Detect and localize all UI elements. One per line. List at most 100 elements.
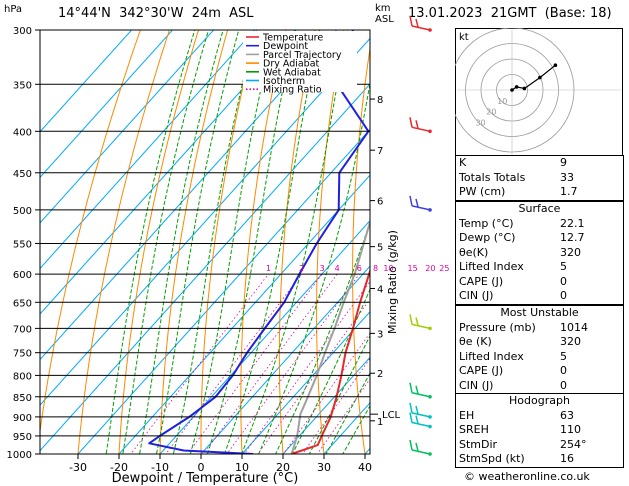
surface-row: Dewp (°C) 12.7 (456, 231, 623, 246)
pw-label: PW (cm) (459, 185, 506, 198)
most-unstable-label: Lifted Index (459, 349, 524, 363)
mixing-ratio-line (203, 273, 338, 454)
hodograph-ring-label: 30 (475, 119, 485, 128)
pressure-tick-label: 450 (13, 169, 32, 180)
wet-adiabat-line (105, 30, 196, 454)
hodograph-stat-value: 110 (560, 423, 581, 436)
legend-label: Wet Adiabat (263, 67, 321, 78)
dry-adiabat-line (421, 18, 451, 471)
hodograph-point (514, 85, 519, 89)
mixing-ratio-line (316, 378, 370, 454)
isotherm-line (40, 83, 370, 452)
most-unstable-value: 1014 (560, 320, 588, 334)
hodograph-box-title: Hodograph (509, 394, 570, 407)
hodograph-stat-label: EH (459, 408, 475, 422)
isotherm-line (118, 174, 370, 454)
most-unstable-label: θe (K) (459, 335, 492, 348)
isotherm-line (40, 30, 133, 133)
surface-value: 22.1 (560, 216, 585, 230)
km-label: km (375, 3, 391, 14)
mixing-ratio-label: 10 (383, 264, 393, 273)
mixing-ratio-label: 25 (439, 264, 449, 273)
km-tick-label: 7 (377, 146, 383, 157)
surface-value: 320 (560, 245, 581, 259)
lcl-label: LCL (382, 410, 401, 421)
pressure-tick-label: 650 (13, 298, 32, 309)
wet-adiabat-line (139, 30, 224, 454)
x-tick-label: -20 (110, 461, 128, 474)
mixing-ratio-line (283, 332, 370, 454)
most-unstable-row: Pressure (mb) 1014 (456, 321, 623, 336)
x-tick-label: 30 (317, 461, 331, 474)
wet-adiabat-line (189, 30, 276, 454)
isotherm-line (77, 128, 370, 454)
mixing-ratio-label: 15 (408, 264, 418, 273)
wet-adiabat-line (325, 371, 370, 454)
wet-adiabat-line (122, 30, 210, 454)
mixing-ratio-line (130, 273, 269, 454)
location-title: 14°44'N 342°30'W 24m ASL (58, 6, 254, 21)
mixing-ratio-label: 1 (266, 264, 271, 273)
mixing-ratio-line (301, 357, 370, 454)
km-tick-label: 1 (377, 417, 383, 428)
hodograph-stat-label: SREH (459, 423, 489, 436)
most-unstable-label: CIN (J) (459, 378, 494, 392)
pressure-tick-label: 900 (13, 413, 32, 424)
datetime-title: 13.01.2023 21GMT (Base: 18) (408, 6, 612, 21)
most-unstable-row: CIN (J) 0 (456, 379, 623, 394)
legend-label: Temperature (262, 33, 323, 44)
wet-adiabat-line (275, 220, 370, 454)
wet-adiabat-line (155, 30, 240, 454)
surface-label: Lifted Index (459, 260, 524, 273)
pressure-tick-label: 350 (13, 80, 32, 91)
pressure-tick-label: 500 (13, 206, 32, 217)
legend-background (243, 31, 357, 92)
isotherm-line (40, 30, 297, 315)
surface-row: θe(K) 320 (456, 246, 623, 261)
hodograph-point (553, 63, 558, 67)
surface-row: Temp (°C) 22.1 (456, 217, 623, 232)
dry-adiabat-line (278, 30, 316, 454)
hodograph-stat-label: StmSpd (kt) (459, 452, 525, 465)
mixing-ratio-label: 2 (299, 264, 304, 273)
pressure-tick-label: 950 (13, 432, 32, 443)
hodograph-ring-label: 10 (497, 97, 507, 106)
mixing-ratio-line (257, 298, 370, 454)
pw-row: PW (cm) 1.7 (456, 185, 623, 200)
hodograph-stat-row: StmDir 254° (456, 438, 623, 453)
dry-adiabat-line (200, 30, 258, 454)
totals-row: Totals Totals 33 (456, 171, 623, 186)
totals-value: 33 (560, 170, 574, 184)
pressure-tick-label: 700 (13, 324, 32, 335)
x-tick-label: -10 (151, 461, 169, 474)
isotherm-line (40, 30, 338, 361)
pressure-tick-label: 750 (13, 349, 32, 360)
hodograph-ring-label: 20 (486, 108, 496, 117)
most-unstable-row: Lifted Index 5 (456, 350, 623, 365)
hodograph-point (538, 75, 542, 80)
legend-label: Isotherm (263, 76, 305, 87)
most-unstable-row: CAPE (J) 0 (456, 364, 623, 379)
km-tick-label: 2 (377, 369, 383, 380)
pressure-tick-label: 300 (13, 26, 32, 37)
surface-label: Temp (°C) (459, 216, 514, 230)
mixing-ratio-line (243, 280, 370, 454)
isotherm-line (282, 356, 370, 454)
hodograph-stat-value: 254° (560, 437, 587, 451)
copyright: © weatheronline.co.uk (464, 470, 590, 483)
wind-barb (409, 314, 432, 331)
wet-adiabat-line (308, 334, 370, 454)
legend-label: Dewpoint (263, 41, 308, 52)
surface-label: CIN (J) (459, 289, 494, 302)
km-tick-label: 5 (377, 243, 383, 254)
most-unstable-value: 320 (560, 335, 581, 348)
surface-value: 12.7 (560, 231, 585, 244)
wet-adiabat-line (291, 288, 370, 454)
isotherm-line (40, 30, 215, 224)
isotherm-line (200, 265, 370, 454)
